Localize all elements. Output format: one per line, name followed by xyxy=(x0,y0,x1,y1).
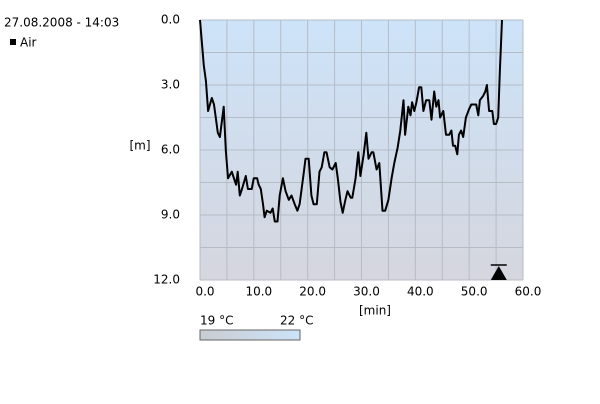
color-scale-label: 19 °C xyxy=(200,314,233,328)
x-tick-label: 10.0 xyxy=(245,285,272,299)
event-marker xyxy=(490,266,507,280)
x-tick-label: 30.0 xyxy=(353,285,380,299)
y-tick-label: 3.0 xyxy=(161,78,180,92)
legend-label: Air xyxy=(20,36,37,50)
x-axis-label: [min] xyxy=(359,304,391,318)
x-tick-label: 20.0 xyxy=(299,285,326,299)
x-tick-label: 60.0 xyxy=(515,285,542,299)
x-tick-label: 0.0 xyxy=(195,285,214,299)
y-tick-label: 12.0 xyxy=(153,273,180,287)
x-tick-label: 50.0 xyxy=(461,285,488,299)
color-scale-bar xyxy=(199,329,301,341)
y-tick-label: 0.0 xyxy=(161,13,180,27)
x-tick-label: 40.0 xyxy=(407,285,434,299)
chart-title: 27.08.2008 - 14:03 xyxy=(4,16,119,30)
legend-swatch xyxy=(10,39,16,45)
y-tick-label: 9.0 xyxy=(161,208,180,222)
color-scale-label: 22 °C xyxy=(280,314,313,328)
y-tick-label: 6.0 xyxy=(161,143,180,157)
line xyxy=(199,19,503,223)
y-axis-label: [m] xyxy=(129,139,150,153)
